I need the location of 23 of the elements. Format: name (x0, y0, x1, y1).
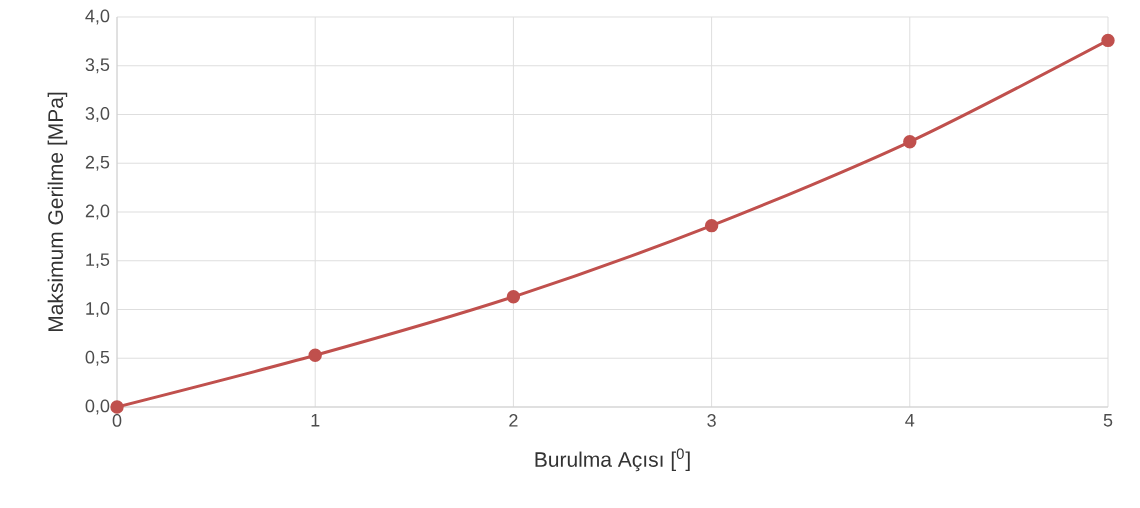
point (704, 218, 719, 233)
x-tick-label: 0 (112, 414, 122, 427)
point (110, 400, 124, 414)
point (903, 135, 917, 149)
y-tick-label: 3,5 (85, 58, 110, 74)
y-tick-label: 0,0 (85, 399, 110, 415)
y-tick-label: 2,5 (85, 155, 110, 171)
y-tick-label: 1,0 (86, 302, 110, 317)
y-axis-title: Maksimum Gerilme [MPa] (47, 92, 68, 332)
x-tick-label: 5 (1103, 414, 1113, 427)
x-tick-label: 2 (509, 414, 518, 427)
y-tick-label: 3,0 (85, 107, 110, 122)
x-tick-label: 1 (311, 414, 320, 427)
y-tick-label: 2,0 (85, 204, 110, 220)
y-tick-label: 0,5 (85, 350, 110, 366)
x-tick-label: 4 (905, 414, 915, 427)
x-axis-title: Burulma Açısı [$^{0}$] (535, 448, 690, 472)
y-tick-label: 4,0 (85, 9, 110, 25)
point (1101, 33, 1115, 48)
point (308, 348, 322, 363)
x-tick-label: 3 (707, 414, 716, 427)
point (506, 290, 521, 304)
y-tick-label: 1,5 (86, 253, 110, 269)
